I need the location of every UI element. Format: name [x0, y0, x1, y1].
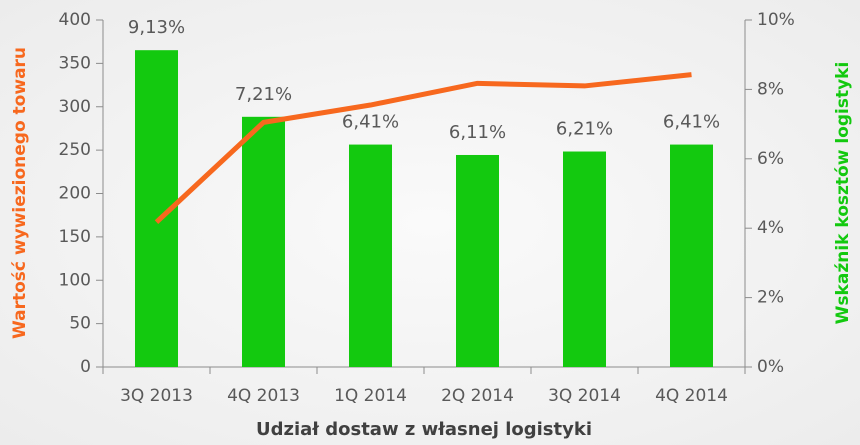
- line: [154, 72, 692, 224]
- value-label: 9,13%: [128, 17, 185, 38]
- value-label: 7,21%: [235, 84, 292, 105]
- y2-tick-label: 8%: [757, 79, 784, 99]
- x-tick-label: 3Q 2014: [548, 386, 621, 406]
- value-label: 6,41%: [663, 112, 720, 133]
- y2-tick-label: 2%: [757, 288, 784, 308]
- y-tick-label: 50: [69, 314, 91, 334]
- y-tick-label: 300: [59, 97, 91, 117]
- x-tick-label: 1Q 2014: [334, 386, 407, 406]
- x-tick-label: 4Q 2014: [655, 386, 728, 406]
- bar: [456, 154, 499, 367]
- y-tick-label: 350: [59, 53, 91, 73]
- bar: [349, 144, 392, 367]
- y2-tick-label: 6%: [757, 149, 784, 169]
- y-axis-title: Wartość wywiezionego towaru: [10, 47, 30, 339]
- y-tick-label: 200: [59, 184, 91, 204]
- y-tick-label: 250: [59, 140, 91, 160]
- x-tick-label: 4Q 2013: [227, 386, 300, 406]
- y2-tick-label: 10%: [757, 10, 795, 30]
- x-axis-title: Udział dostaw z własnej logistyki: [256, 419, 592, 440]
- value-label: 6,41%: [342, 112, 399, 133]
- bar: [242, 116, 285, 367]
- bar: [563, 151, 606, 367]
- value-label: 6,21%: [556, 119, 613, 140]
- bar: [670, 144, 713, 367]
- y-tick-label: 400: [59, 10, 91, 30]
- y2-tick-label: 4%: [757, 218, 784, 238]
- x-tick-label: 2Q 2014: [441, 386, 514, 406]
- value-label: 6,11%: [449, 122, 506, 143]
- y-tick-label: 100: [59, 270, 91, 290]
- y-tick-label: 150: [59, 227, 91, 247]
- y2-tick-label: 0%: [757, 357, 784, 377]
- y2-axis-title: Wskaźnik kosztów logistyki: [833, 62, 853, 325]
- x-tick-label: 3Q 2013: [120, 386, 193, 406]
- y-tick-label: 0: [80, 357, 91, 377]
